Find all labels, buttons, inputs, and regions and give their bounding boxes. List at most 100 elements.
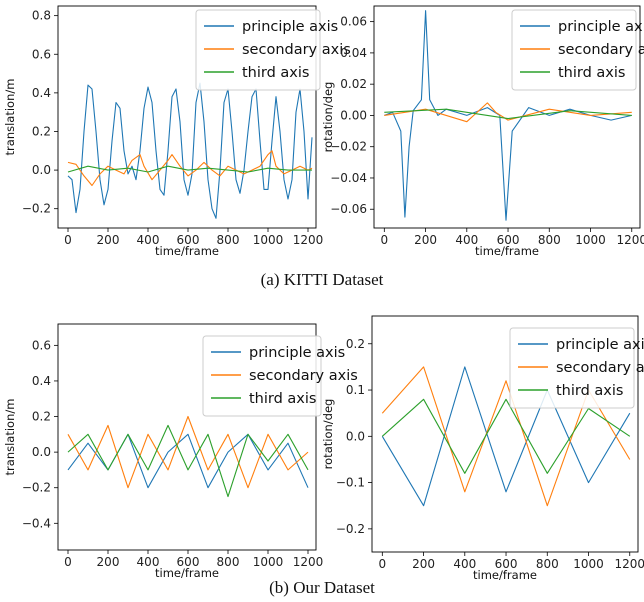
x-tick-label: 800	[538, 233, 561, 247]
y-tick-label: 0.04	[340, 46, 367, 60]
y-tick-label: 0.6	[32, 338, 51, 352]
series-line-principle-axis	[67, 82, 313, 219]
axes-frame	[57, 323, 317, 551]
x-tick-label: 400	[137, 233, 160, 247]
x-tick-label: 1200	[616, 233, 644, 247]
x-tick-label: 0	[64, 555, 72, 569]
series-line-secondary-axis	[67, 415, 309, 489]
x-tick-label: 200	[414, 233, 437, 247]
x-tick-label: 200	[97, 233, 120, 247]
legend-label: secondary axis	[556, 360, 644, 376]
y-tick-label: 0.8	[32, 9, 51, 23]
x-tick-label: 600	[177, 233, 200, 247]
y-axis-label: translation/m	[3, 399, 17, 476]
y-tick-label: 0.1	[346, 383, 365, 397]
plot-area	[67, 415, 309, 498]
y-tick-label: 0.4	[32, 374, 51, 388]
legend-label: third axis	[249, 391, 316, 407]
y-tick-label: −0.2	[22, 202, 51, 216]
x-tick-label: 0	[380, 233, 388, 247]
axes-frame	[57, 5, 317, 229]
caption-a: (a) KITTI Dataset	[260, 270, 384, 289]
series-line-third-axis	[67, 424, 309, 498]
legend-box	[195, 9, 321, 91]
x-tick-label: 1200	[614, 557, 644, 571]
x-tick-label: 1000	[573, 557, 604, 571]
y-tick-label: 0.0	[32, 445, 51, 459]
legend-label: secondary axis	[242, 42, 351, 58]
legend-label: principle axis	[242, 19, 338, 35]
legend-label: secondary axis	[249, 368, 358, 384]
y-tick-label: 0.0	[32, 163, 51, 177]
y-axis-label: rotation/deg	[321, 82, 335, 153]
x-tick-label: 800	[217, 555, 240, 569]
series-line-third-axis	[384, 108, 632, 120]
chart-ours-rotation: 0 200 400 600 800 1000 1200 −0.2 −0.1 0.0 0.1 0.2 ti…	[321, 315, 644, 582]
legend-label: third axis	[556, 383, 623, 399]
series-line-third-axis	[381, 398, 631, 474]
series-line-secondary-axis	[67, 150, 313, 187]
x-tick-label: 1200	[293, 233, 324, 247]
x-tick-label: 800	[536, 557, 559, 571]
y-axis-label: rotation/deg	[321, 399, 335, 470]
y-tick-label: 0.0	[346, 429, 365, 443]
chart-kitti-rotation: 0 200 400 600 800 1000 1200 −0.06 −0.04 −0.02 0.00…	[321, 5, 644, 258]
y-tick-label: 0.06	[340, 15, 367, 29]
x-tick-label: 400	[455, 233, 478, 247]
legend-label: principle axis	[249, 345, 345, 361]
legend-label: third axis	[242, 65, 309, 81]
legend-box	[202, 335, 322, 417]
y-tick-label: −0.4	[22, 516, 51, 530]
y-tick-label: 0.2	[32, 124, 51, 138]
x-tick-label: 1200	[293, 555, 324, 569]
x-axis-label: time/frame	[475, 244, 539, 258]
chart-kitti-translation: 0 200 400 600 800 1000 1200 −0.2 0.0 0.2 0.4 0.6 0.8…	[3, 5, 351, 258]
legend-box	[509, 327, 635, 409]
legend-label: third axis	[558, 65, 625, 81]
x-tick-label: 200	[97, 555, 120, 569]
x-tick-label: 1000	[253, 555, 284, 569]
y-tick-label: 0.4	[32, 86, 51, 100]
x-tick-label: 0	[64, 233, 72, 247]
series-line-principle-axis	[381, 366, 631, 507]
y-axis-label: translation/m	[3, 79, 17, 156]
x-tick-label: 800	[217, 233, 240, 247]
axes-frame	[373, 5, 641, 229]
x-axis-label: time/frame	[155, 566, 219, 580]
x-tick-label: 600	[497, 233, 520, 247]
x-tick-label: 600	[177, 555, 200, 569]
x-axis-label: time/frame	[473, 568, 537, 582]
series-line-third-axis	[67, 165, 312, 173]
y-tick-label: −0.2	[336, 522, 365, 536]
y-tick-label: 0.2	[32, 410, 51, 424]
y-tick-label: 0.6	[32, 47, 51, 61]
x-tick-label: 400	[453, 557, 476, 571]
x-axis-label: time/frame	[155, 244, 219, 258]
legend-label: principle axis	[556, 337, 644, 353]
legend: principle axis secondary axis third axis	[509, 327, 644, 409]
x-tick-label: 400	[137, 555, 160, 569]
y-tick-label: −0.06	[330, 202, 367, 216]
legend-label: principle axis	[558, 19, 644, 35]
plot-area	[384, 10, 632, 221]
caption-b: (b) Our Dataset	[269, 578, 375, 597]
legend: principle axis secondary axis third axis	[195, 9, 351, 91]
y-tick-label: −0.1	[336, 476, 365, 490]
plot-area	[67, 82, 313, 219]
series-line-secondary-axis	[384, 102, 632, 123]
y-tick-label: 0.02	[340, 77, 367, 91]
legend-label: secondary axis	[558, 42, 644, 58]
y-tick-label: 0.00	[340, 108, 367, 122]
x-tick-label: 1000	[253, 233, 284, 247]
y-tick-label: −0.02	[330, 140, 367, 154]
x-tick-label: 1000	[575, 233, 606, 247]
x-tick-label: 0	[378, 557, 386, 571]
y-tick-label: −0.04	[330, 171, 367, 185]
legend: principle axis secondary axis third axis	[202, 335, 358, 417]
x-tick-label: 600	[495, 557, 518, 571]
legend-box	[511, 9, 637, 91]
y-tick-label: 0.2	[346, 337, 365, 351]
y-tick-label: −0.2	[22, 481, 51, 495]
axes-frame	[371, 315, 639, 553]
x-tick-label: 200	[412, 557, 435, 571]
